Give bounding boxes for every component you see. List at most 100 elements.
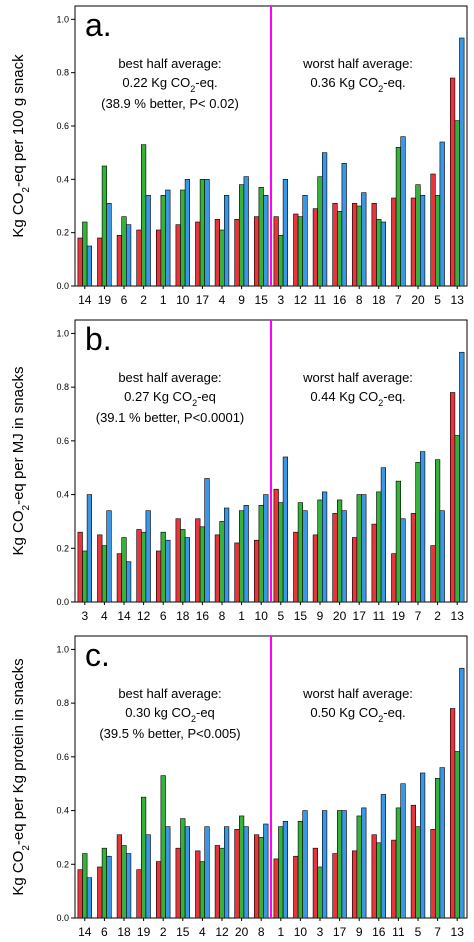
x-tick-label: 3	[81, 609, 88, 623]
bar-blue-20	[341, 510, 347, 603]
bar-red-6	[155, 550, 162, 603]
x-tick-label: 11	[373, 609, 386, 623]
bar-red-3	[273, 216, 279, 287]
bar-red-10	[253, 539, 260, 603]
x-tick-label: 7	[395, 293, 402, 307]
y-tick-label: 0.6	[56, 121, 69, 131]
bar-blue-6	[106, 855, 112, 919]
x-tick-label: 7	[415, 609, 422, 623]
x-tick-label: 15	[176, 925, 190, 939]
bar-red-9	[351, 850, 358, 919]
x-tick-label: 12	[215, 925, 229, 939]
bar-red-13	[449, 708, 456, 919]
bar-red-2	[155, 861, 162, 919]
bar-red-15	[253, 216, 260, 287]
x-tick-label: 5	[277, 609, 284, 623]
bar-blue-2	[165, 826, 171, 919]
bar-green-13	[454, 120, 460, 287]
bar-red-12	[293, 213, 299, 287]
bar-red-9	[234, 219, 240, 287]
bar-red-14	[77, 237, 83, 287]
bar-green-15	[297, 502, 304, 603]
bar-green-20	[336, 499, 343, 603]
bar-blue-12	[224, 826, 230, 919]
bar-blue-7	[439, 767, 445, 919]
x-tick-label: 18	[372, 293, 386, 307]
bar-red-17	[195, 221, 201, 287]
bar-green-15	[180, 818, 186, 919]
panel-letter: c.	[85, 637, 110, 673]
bar-red-18	[116, 834, 122, 919]
worst-half-value: 0.50 Kg CO2-eq.	[310, 705, 405, 724]
bar-blue-19	[145, 834, 151, 919]
bar-green-12	[219, 847, 225, 919]
bar-red-8	[253, 834, 260, 919]
y-tick-label: 0.0	[56, 281, 69, 291]
x-tick-label: 10	[176, 293, 190, 307]
best-half-title: best half average:	[118, 686, 221, 701]
bar-blue-1	[282, 821, 289, 919]
bar-green-20	[415, 184, 421, 287]
bar-green-14	[82, 221, 88, 287]
x-tick-label: 18	[176, 609, 190, 623]
y-tick-label: 0.8	[56, 698, 69, 708]
worst-half-title: worst half average:	[302, 56, 413, 71]
best-half-improvement: (39.5 % better, P<0.005)	[99, 726, 240, 741]
x-tick-label: 14	[78, 925, 92, 939]
bar-blue-6	[126, 224, 132, 287]
bar-red-9	[312, 534, 318, 603]
worst-half-title: worst half average:	[302, 686, 413, 701]
bar-green-11	[376, 491, 382, 603]
bar-blue-15	[263, 195, 269, 287]
x-tick-label: 11	[392, 925, 405, 939]
y-tick-label: 0.8	[56, 382, 69, 392]
bar-blue-13	[459, 351, 465, 603]
y-tick-label: 0.0	[56, 913, 69, 923]
bar-red-4	[97, 534, 103, 603]
panel-letter: b.	[85, 321, 112, 357]
x-tick-label: 12	[137, 609, 151, 623]
x-tick-label: 13	[451, 925, 465, 939]
bar-blue-15	[302, 510, 308, 603]
bar-green-16	[376, 842, 382, 919]
bar-red-17	[332, 853, 338, 919]
bar-blue-10	[302, 810, 308, 919]
bar-red-20	[332, 513, 338, 603]
x-tick-label: 17	[353, 609, 367, 623]
x-tick-label: 10	[255, 609, 269, 623]
bar-red-12	[136, 529, 142, 603]
worst-half-title: worst half average:	[302, 370, 413, 385]
y-tick-label: 0.4	[56, 490, 69, 500]
y-tick-label: 0.2	[56, 543, 69, 553]
bar-red-15	[293, 531, 299, 603]
x-tick-label: 3	[277, 293, 284, 307]
bar-red-17	[351, 537, 358, 603]
bar-green-1	[160, 195, 166, 287]
best-half-improvement: (39.1 % better, P<0.0001)	[96, 410, 245, 425]
bar-green-18	[376, 219, 382, 287]
bar-green-8	[219, 521, 225, 603]
bar-green-7	[415, 462, 421, 603]
best-half-title: best half average:	[118, 56, 221, 71]
bar-green-1	[278, 826, 284, 919]
x-tick-label: 6	[160, 609, 167, 623]
bar-green-7	[395, 147, 402, 287]
bar-red-14	[77, 869, 83, 919]
bar-blue-2	[145, 195, 151, 287]
x-tick-label: 19	[137, 925, 151, 939]
x-tick-label: 18	[117, 925, 131, 939]
bar-green-10	[297, 821, 304, 919]
bar-blue-8	[361, 192, 367, 287]
bar-green-10	[180, 189, 186, 287]
bar-blue-4	[204, 826, 210, 919]
y-tick-label: 0.2	[56, 228, 69, 238]
bar-red-8	[351, 203, 358, 287]
bar-green-9	[356, 815, 362, 919]
bar-blue-20	[420, 195, 426, 287]
bar-blue-10	[184, 179, 191, 287]
bar-blue-9	[361, 807, 367, 919]
bar-blue-11	[322, 152, 328, 287]
x-tick-label: 5	[434, 293, 441, 307]
x-tick-label: 8	[219, 609, 226, 623]
y-tick-label: 0.8	[56, 68, 69, 78]
